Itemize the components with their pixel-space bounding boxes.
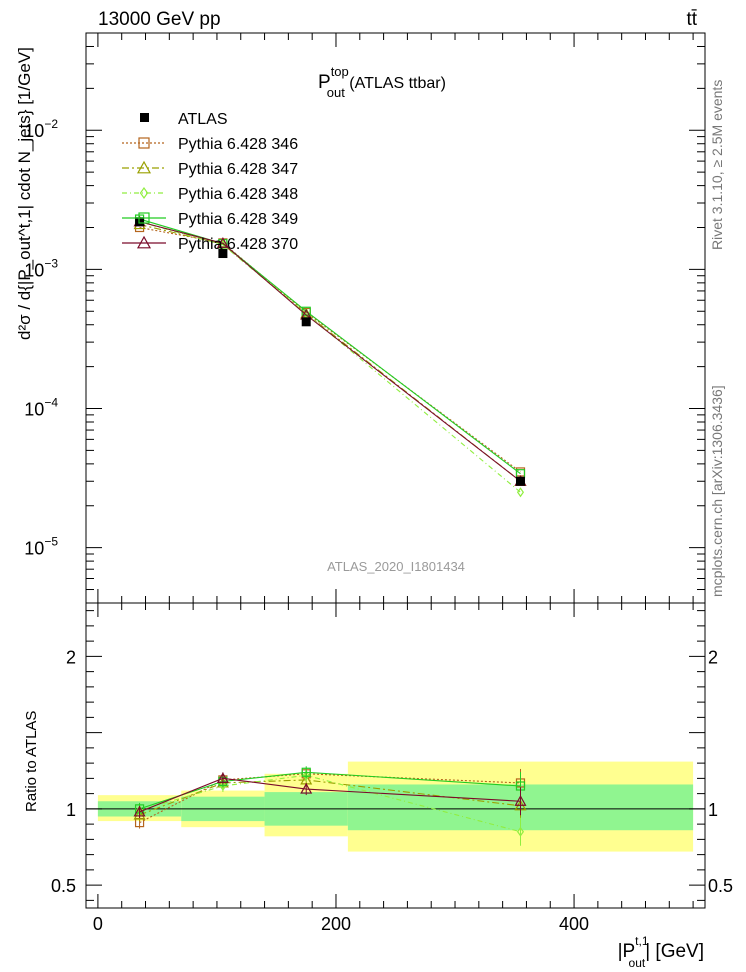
ratio-line-2 xyxy=(139,779,521,816)
legend-label-data: ATLAS xyxy=(178,111,228,128)
y-tick-label-ratio-left: 1 xyxy=(66,800,76,820)
x-tick-label: 400 xyxy=(559,914,589,934)
legend-marker-5 xyxy=(136,235,152,249)
series-marker-3 xyxy=(516,487,525,498)
y-tick-label-ratio-right: 0.5 xyxy=(708,876,733,896)
watermark: ATLAS_2020_I1801434 xyxy=(327,559,465,574)
ratio-marker-5 xyxy=(300,782,313,794)
legend-marker-1 xyxy=(138,137,150,149)
ratio-marker-4 xyxy=(301,767,311,777)
data-point xyxy=(218,249,228,259)
x-axis-label: |Pt,1 out| [GeV] xyxy=(618,934,704,970)
legend-marker-4 xyxy=(138,212,150,224)
y-tick-label-ratio-right: 2 xyxy=(708,647,718,667)
legend-label-4: Pythia 6.428 349 xyxy=(178,211,298,228)
series-line-5 xyxy=(139,221,521,482)
data-point xyxy=(515,476,525,486)
series-line-1 xyxy=(139,226,521,473)
plot-title: Ptop out (ATLAS ttbar) xyxy=(318,64,446,100)
series-line-2 xyxy=(139,224,521,482)
rivet-label: Rivet 3.1.10, ≥ 2.5M events xyxy=(709,80,725,250)
y-tick-label-main: 10−4 xyxy=(24,396,58,420)
y-axis-label-main: d²σ / d{|P_out^t,1| cdot N_jets} [1/GeV] xyxy=(15,47,34,340)
ratio-frame xyxy=(85,602,706,909)
legend-label-5: Pythia 6.428 370 xyxy=(178,236,298,253)
y-tick-label-main: 10−3 xyxy=(24,256,58,280)
ratio-line-3 xyxy=(139,774,521,833)
series-line-3 xyxy=(139,221,521,493)
ratio-line-5 xyxy=(139,777,521,813)
x-tick-label: 200 xyxy=(321,914,351,934)
x-axis-label-suffix: | [GeV] xyxy=(645,941,704,962)
y-tick-label-main: 10−2 xyxy=(24,117,58,141)
header-left: 13000 GeV pp xyxy=(98,9,221,30)
legend-label-1: Pythia 6.428 346 xyxy=(178,136,298,153)
legend-marker-3 xyxy=(139,186,149,200)
y-tick-label-main: 10−5 xyxy=(24,535,58,559)
ratio-line-1 xyxy=(139,773,521,824)
x-axis-label-sub: out xyxy=(629,956,646,970)
header-right: tt̄ xyxy=(686,9,697,30)
mcplots-label: mcplots.cern.ch [arXiv:1306.3436] xyxy=(709,385,725,597)
y-tick-label-ratio-left: 0.5 xyxy=(51,876,76,896)
legend-label-3: Pythia 6.428 348 xyxy=(178,186,298,203)
series-line-4 xyxy=(139,218,521,475)
y-tick-label-ratio-right: 1 xyxy=(708,800,718,820)
y-tick-label-ratio-left: 2 xyxy=(66,647,76,667)
series-marker-5 xyxy=(216,237,229,248)
ratio-marker-5 xyxy=(216,772,229,783)
x-axis-label-main: |P xyxy=(618,941,636,962)
plot-title-sup: top xyxy=(331,64,349,79)
ratio-marker-2 xyxy=(133,808,146,820)
legend: ATLAS Pythia 6.428 346 Pythia 6.428 347 Pyt… xyxy=(122,111,298,253)
ratio-marker-3 xyxy=(516,826,525,837)
ratio-marker-5 xyxy=(514,795,527,806)
y-axis-label-ratio: Ratio to ATLAS xyxy=(23,711,40,812)
legend-marker-data xyxy=(140,113,149,122)
x-tick-label: 0 xyxy=(93,914,103,934)
plot-title-sub: out xyxy=(327,85,345,100)
legend-marker-2 xyxy=(136,160,152,174)
main-panel: 10−2 10−3 10−4 10−5 Ptop out (ATLAS ttbar) A… xyxy=(15,32,706,604)
plot-title-main: P xyxy=(318,72,331,93)
ratio-panel: 2 2 1 1 0.5 0.5 Ratio to ATLAS xyxy=(23,602,733,909)
ratio-marker-3 xyxy=(302,770,310,781)
ratio-marker-5 xyxy=(133,805,146,817)
data-point xyxy=(301,317,311,327)
plot-title-suffix: (ATLAS ttbar) xyxy=(345,75,446,92)
legend-label-2: Pythia 6.428 347 xyxy=(178,161,298,178)
x-axis-label-sup: t,1 xyxy=(635,934,649,948)
ratio-marker-3 xyxy=(219,780,227,792)
